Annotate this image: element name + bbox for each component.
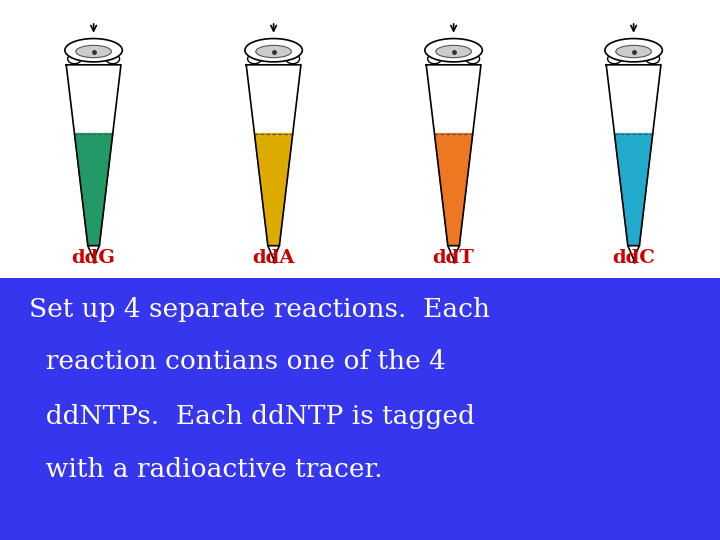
Polygon shape: [628, 246, 639, 259]
Polygon shape: [74, 133, 113, 246]
Ellipse shape: [646, 54, 660, 64]
Ellipse shape: [425, 38, 482, 62]
Ellipse shape: [605, 38, 662, 62]
Polygon shape: [254, 133, 293, 246]
Text: reaction contians one of the 4: reaction contians one of the 4: [29, 349, 446, 374]
Polygon shape: [66, 65, 121, 246]
Ellipse shape: [248, 54, 261, 64]
Polygon shape: [448, 246, 459, 259]
Text: ddA: ddA: [253, 249, 294, 267]
Ellipse shape: [106, 54, 120, 64]
Ellipse shape: [65, 38, 122, 62]
Text: ddC: ddC: [612, 249, 655, 267]
Ellipse shape: [286, 54, 300, 64]
Text: Set up 4 separate reactions.  Each: Set up 4 separate reactions. Each: [29, 297, 490, 322]
Ellipse shape: [428, 54, 441, 64]
Ellipse shape: [256, 45, 292, 58]
Text: ddT: ddT: [433, 249, 474, 267]
Ellipse shape: [466, 54, 480, 64]
Text: with a radioactive tracer.: with a radioactive tracer.: [29, 457, 382, 482]
Polygon shape: [88, 246, 99, 259]
Ellipse shape: [76, 45, 112, 58]
Polygon shape: [614, 133, 653, 246]
Polygon shape: [606, 65, 661, 246]
Ellipse shape: [68, 54, 81, 64]
FancyBboxPatch shape: [0, 278, 720, 540]
Ellipse shape: [245, 38, 302, 62]
Polygon shape: [246, 65, 301, 246]
Text: ddG: ddG: [72, 249, 115, 267]
Polygon shape: [268, 246, 279, 259]
Polygon shape: [434, 133, 473, 246]
FancyBboxPatch shape: [0, 0, 720, 278]
Ellipse shape: [616, 45, 652, 58]
Ellipse shape: [608, 54, 621, 64]
Ellipse shape: [436, 45, 472, 58]
Text: ddNTPs.  Each ddNTP is tagged: ddNTPs. Each ddNTP is tagged: [29, 404, 474, 429]
Polygon shape: [426, 65, 481, 246]
